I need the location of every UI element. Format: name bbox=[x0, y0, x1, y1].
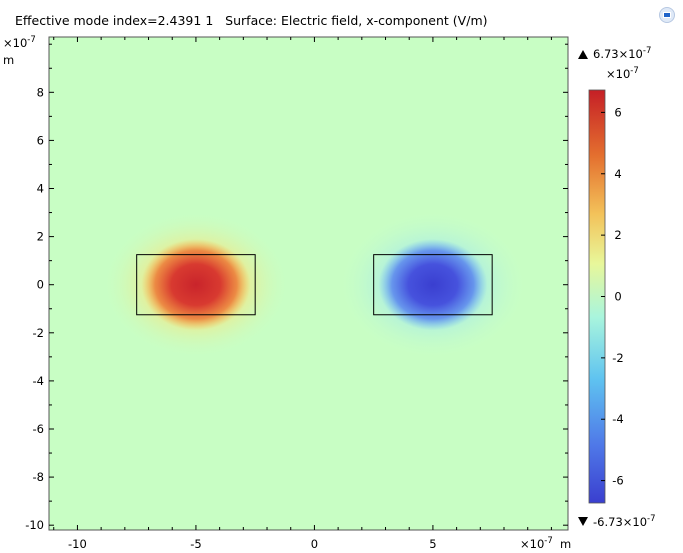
y-tick-label: -10 bbox=[25, 518, 44, 532]
y-tick-label: -4 bbox=[33, 374, 44, 388]
waveguide-rect-1 bbox=[136, 254, 256, 316]
colorbar-tick-label: 0 bbox=[614, 290, 621, 304]
comsol-logo-icon[interactable] bbox=[659, 7, 675, 23]
colorbar-tick-label: 6 bbox=[614, 105, 621, 119]
x-multiplier-label: ×10-7 bbox=[520, 536, 553, 551]
color-legend: 6.73×10-7 ×10-7 -6 -4 -2 0 2 4 6 -6.73×10-7 bbox=[578, 46, 656, 529]
colorbar-tick-label: -4 bbox=[612, 412, 623, 426]
y-tick-label: -8 bbox=[33, 470, 44, 484]
max-triangle-icon bbox=[578, 50, 588, 59]
positive-lobe-core bbox=[141, 239, 251, 331]
colorbar-multiplier-label: ×10-7 bbox=[606, 66, 639, 81]
y-tick-label: 6 bbox=[37, 133, 44, 147]
min-triangle-icon bbox=[578, 517, 588, 526]
y-unit-label: m bbox=[3, 53, 14, 67]
colorbar-tick-label: -6 bbox=[612, 474, 623, 488]
plot-frame bbox=[48, 36, 569, 531]
x-tick-label: 0 bbox=[311, 537, 318, 551]
colorbar-tick-label: 2 bbox=[614, 228, 621, 242]
y-multiplier-label: ×10-7 bbox=[3, 35, 36, 50]
y-tick-label: 4 bbox=[37, 182, 44, 196]
x-tick-label: -5 bbox=[190, 537, 201, 551]
y-tick-label: 2 bbox=[37, 230, 44, 244]
y-tick-label: 8 bbox=[37, 85, 44, 99]
waveguide-rect-2 bbox=[373, 254, 493, 316]
x-unit-label: m bbox=[560, 537, 571, 551]
x-tick-label: 5 bbox=[429, 537, 436, 551]
colorbar-max-label: 6.73×10-7 bbox=[593, 46, 651, 61]
negative-lobe-core bbox=[378, 239, 488, 331]
colorbar-min-label: -6.73×10-7 bbox=[593, 514, 656, 529]
y-tick-label: -6 bbox=[33, 422, 44, 436]
colorbar-tick-label: -2 bbox=[612, 351, 623, 365]
y-tick-label: -2 bbox=[33, 326, 44, 340]
plot-title: Effective mode index=2.4391 1 Surface: E… bbox=[15, 13, 488, 28]
x-tick-label: -10 bbox=[68, 537, 87, 551]
y-tick-label: 0 bbox=[37, 278, 44, 292]
colorbar-tick-label: 4 bbox=[614, 167, 621, 181]
